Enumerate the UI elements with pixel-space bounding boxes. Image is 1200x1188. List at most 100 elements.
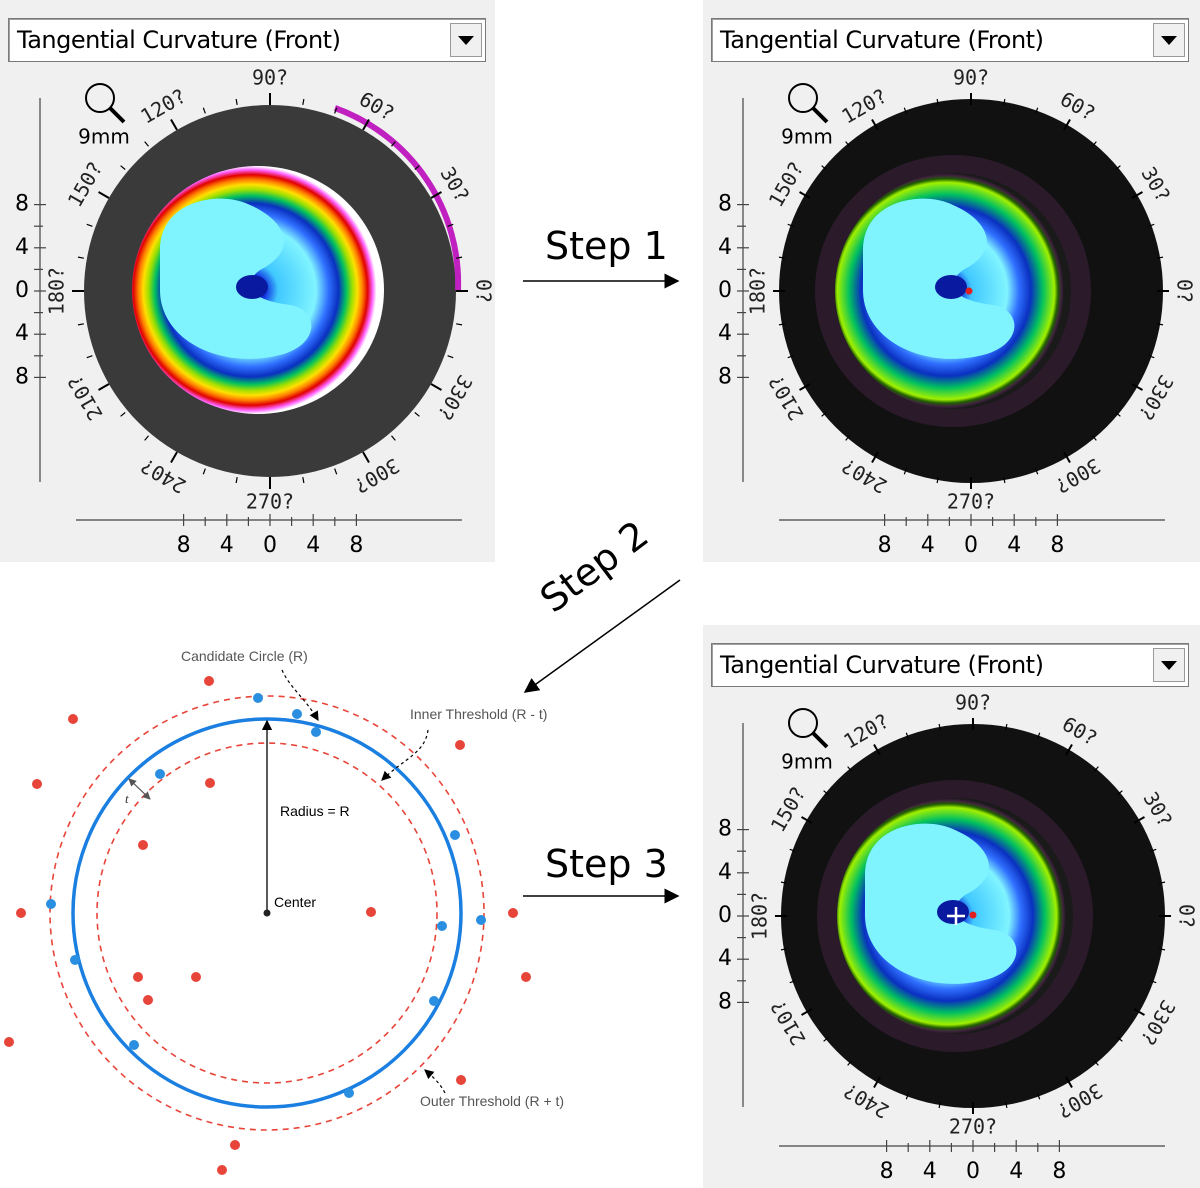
angle-minor-tick — [1159, 881, 1166, 884]
angle-tick — [873, 744, 881, 756]
inlier-point — [476, 915, 486, 925]
outlier-point — [455, 740, 465, 750]
angle-minor-tick — [1148, 355, 1155, 359]
x-tick-label: 4 — [220, 533, 234, 558]
inlier-point — [46, 899, 56, 909]
angle-label: 210? — [63, 371, 108, 425]
angle-label: 90? — [252, 66, 288, 90]
center-label: Center — [274, 894, 316, 910]
angle-minor-tick — [1117, 790, 1123, 795]
magnifier-label: 9mm — [781, 750, 833, 774]
angle-minor-tick — [77, 323, 84, 326]
angle-minor-tick — [1148, 223, 1155, 227]
angle-minor-tick — [903, 107, 907, 114]
inlier-point — [344, 1088, 354, 1098]
angle-minor-tick — [1005, 1102, 1008, 1109]
topography-map-3: 90?60?30?0?330?300?270?240?210?180?150?1… — [718, 691, 1199, 1185]
dropdown-value: Tangential Curvature (Front) — [720, 651, 1044, 679]
angle-minor-tick — [821, 412, 827, 417]
angle-tick — [98, 383, 110, 391]
angle-minor-tick — [1157, 256, 1164, 259]
angle-tick — [1065, 744, 1073, 756]
angle-tick — [170, 119, 178, 131]
magnifier-icon[interactable] — [85, 83, 126, 124]
angle-tick — [1063, 119, 1071, 131]
candidate-circle — [71, 717, 463, 1109]
angle-minor-tick — [1094, 766, 1099, 772]
angle-minor-tick — [447, 223, 454, 227]
map-type-dropdown[interactable]: Tangential Curvature (Front) — [711, 18, 1189, 62]
x-tick-label: 8 — [878, 533, 892, 558]
x-tick-label: 4 — [921, 533, 935, 558]
angle-tick — [170, 451, 178, 463]
angle-minor-tick — [1159, 948, 1166, 951]
angle-minor-tick — [787, 223, 794, 227]
angle-minor-tick — [302, 98, 305, 105]
dropdown-button[interactable] — [450, 23, 482, 57]
center-point — [263, 909, 271, 917]
outlier-point — [4, 1037, 14, 1047]
inner-threshold-label: Inner Threshold (R - t) — [410, 706, 547, 722]
angle-tick — [1133, 1008, 1145, 1016]
angle-minor-tick — [936, 477, 939, 484]
map-type-dropdown[interactable]: Tangential Curvature (Front) — [711, 643, 1189, 687]
angle-tick — [1131, 383, 1143, 391]
angle-label: 30? — [1136, 163, 1175, 206]
y-tick-label: 8 — [15, 364, 29, 389]
inlier-point — [155, 769, 165, 779]
flat-zone — [865, 823, 1017, 984]
angle-minor-tick — [1035, 468, 1039, 475]
angle-minor-tick — [1037, 1093, 1041, 1100]
y-tick-label: 4 — [15, 321, 29, 346]
inner-leader — [381, 729, 429, 781]
angle-minor-tick — [391, 141, 396, 147]
outer-leader — [424, 1069, 446, 1094]
dropdown-button[interactable] — [1153, 648, 1185, 682]
angle-minor-tick — [456, 323, 463, 326]
angle-minor-tick — [447, 355, 454, 359]
angle-minor-tick — [414, 165, 420, 170]
angle-label: 180? — [748, 892, 772, 940]
dropdown-value: Tangential Curvature (Front) — [720, 26, 1044, 54]
magnifier-icon[interactable] — [788, 83, 829, 124]
y-tick-label: 8 — [718, 817, 732, 842]
dropdown-button[interactable] — [1153, 23, 1185, 57]
x-tick-label: 8 — [880, 1159, 894, 1184]
magnifier-icon[interactable] — [788, 708, 829, 749]
y-tick-label: 8 — [718, 364, 732, 389]
angle-minor-tick — [823, 1037, 829, 1042]
fitted-center-crosshair — [947, 907, 965, 925]
angle-minor-tick — [936, 98, 939, 105]
magnifier-label: 9mm — [781, 125, 833, 149]
angle-minor-tick — [1117, 1037, 1123, 1042]
angle-minor-tick — [334, 468, 338, 475]
angle-minor-tick — [903, 468, 907, 475]
angle-tick — [799, 383, 811, 391]
angle-tick — [430, 383, 442, 391]
apex-marker — [969, 911, 977, 919]
flat-zone — [160, 198, 312, 359]
angle-minor-tick — [77, 256, 84, 259]
y-tick-label: 0 — [718, 903, 732, 928]
y-tick-label: 0 — [15, 278, 29, 303]
angle-label: 60? — [1058, 712, 1101, 751]
map-overlay: 90?60?30?0?330?300?270?240?210?180?150?1… — [718, 691, 1199, 1185]
angle-label: 120? — [136, 84, 190, 129]
angle-tick — [362, 451, 370, 463]
outlier-point — [32, 779, 42, 789]
topography-panel-step3: Tangential Curvature (Front) — [703, 625, 1200, 1188]
y-tick-label: 8 — [15, 192, 29, 217]
circle-fit-diagram: Candidate Circle (R) Inner Threshold (R … — [4, 648, 564, 1175]
angle-label: 0? — [1173, 279, 1197, 303]
angle-minor-tick — [1003, 98, 1006, 105]
y-tick-label: 4 — [15, 235, 29, 260]
angle-minor-tick — [778, 323, 785, 326]
angle-label: 270? — [246, 490, 294, 514]
apex-marker — [965, 287, 973, 295]
map-type-dropdown[interactable]: Tangential Curvature (Front) — [8, 18, 486, 62]
angle-minor-tick — [414, 412, 420, 417]
outlier-point — [68, 714, 78, 724]
angle-minor-tick — [1150, 848, 1157, 852]
angle-minor-tick — [120, 165, 126, 170]
y-tick-label: 8 — [718, 192, 732, 217]
